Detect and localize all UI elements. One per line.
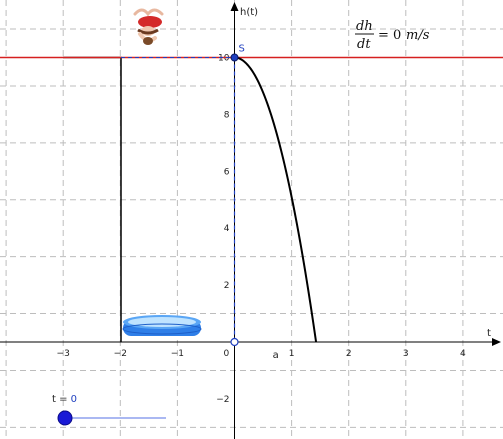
point-s-label: S <box>239 44 245 55</box>
slider-label: t = 0 <box>52 394 77 405</box>
y-tick-labels: −2 2 4 6 8 10 <box>216 54 230 405</box>
slider-value: 0 <box>71 394 77 405</box>
origin-point[interactable] <box>230 337 239 347</box>
y-axis-label: h(t) <box>240 7 258 18</box>
x-tick-label: −3 <box>57 349 70 359</box>
y-tick-label: 10 <box>218 54 230 64</box>
x-tick-label: 0 <box>224 349 230 359</box>
x-tick-label: −1 <box>171 349 184 359</box>
y-tick-label: 2 <box>224 281 230 291</box>
y-tick-label: −2 <box>216 395 229 405</box>
formula-unit: m/s <box>406 28 430 43</box>
x-tick-label: 1 <box>289 349 295 359</box>
slider-knob[interactable] <box>57 410 73 426</box>
y-tick-label: 4 <box>224 224 230 234</box>
x-tick-label: −2 <box>114 349 127 359</box>
formula-denominator: dt <box>357 37 371 52</box>
point-a-label: a <box>273 350 279 361</box>
x-tick-label: 2 <box>346 349 352 359</box>
formula-numerator: dh <box>356 19 373 34</box>
x-axis-label: t <box>487 328 491 339</box>
formula: dh dt = 0 m/s <box>355 19 430 52</box>
time-slider[interactable]: t = 0 <box>52 394 166 426</box>
y-tick-label: 6 <box>224 167 230 177</box>
diver-icon <box>133 8 164 45</box>
formula-rhs: = 0 <box>378 28 401 43</box>
x-tick-label: 3 <box>403 349 409 359</box>
point-s[interactable] <box>230 53 239 62</box>
pool-icon <box>122 315 202 336</box>
x-tick-labels: −3 −2 −1 0 1 2 3 4 <box>57 349 466 359</box>
fall-curve <box>234 56 318 343</box>
y-tick-label: 8 <box>224 110 230 120</box>
x-tick-label: 4 <box>460 349 466 359</box>
